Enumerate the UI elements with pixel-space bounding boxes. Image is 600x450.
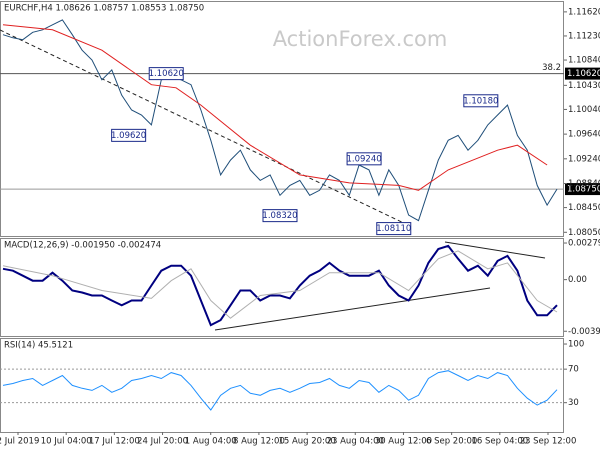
x-tick-label: 8 Aug 12:00 xyxy=(233,437,285,447)
fib-label: 38.2 xyxy=(542,63,561,73)
trend-line xyxy=(0,29,411,227)
annotation-label: 1.09240 xyxy=(347,154,382,164)
rsi-title: RSI(14) 45.5121 xyxy=(4,341,73,351)
x-tick-label: 23 Aug 04:00 xyxy=(327,437,384,447)
y-tick-label: 70 xyxy=(568,365,579,375)
annotation-label: 1.10620 xyxy=(149,69,184,79)
x-tick-label: 2 Jul 2019 xyxy=(0,437,39,447)
y-tick-label: 1.08840 xyxy=(568,179,600,189)
y-tick-label: 30 xyxy=(568,398,579,408)
series-line xyxy=(2,244,558,327)
price-panel xyxy=(0,1,564,237)
rsi-panel xyxy=(0,338,564,433)
y-tick-label: 1.08450 xyxy=(568,203,600,213)
annotation-label: 1.09620 xyxy=(111,131,146,141)
y-tick-label: 0.00 xyxy=(568,275,587,285)
annotation-box xyxy=(376,222,412,236)
macd-trend-line xyxy=(214,287,491,331)
x-tick-label: 15 Aug 20:00 xyxy=(278,437,335,447)
y-tick-label: 1.10840 xyxy=(568,56,600,66)
annotation-label: 1.08110 xyxy=(376,224,411,234)
y-tick-label: 0.002793 xyxy=(568,239,600,249)
y-tick-label: 1.11620 xyxy=(568,7,600,17)
watermark: ActionForex.com xyxy=(273,27,448,51)
macd-trend-line xyxy=(444,241,546,259)
y-tick-label: 1.09640 xyxy=(568,130,600,140)
level-label-box xyxy=(565,183,600,196)
y-tick-label: 1.11230 xyxy=(568,31,600,41)
annotation-label: 1.08320 xyxy=(262,211,297,221)
macd-panel xyxy=(0,238,564,337)
series-line xyxy=(2,24,548,191)
series-line xyxy=(2,370,558,411)
annotation-box xyxy=(463,94,499,108)
x-tick-label: 1 Aug 04:00 xyxy=(185,437,237,447)
x-tick-label: 30 Aug 12:00 xyxy=(375,437,432,447)
chart-title: EURCHF,H4 1.08626 1.08757 1.08553 1.0875… xyxy=(4,4,204,14)
annotation-box xyxy=(148,67,184,81)
macd-title: MACD(12,26,9) -0.001950 -0.002474 xyxy=(4,241,161,251)
series-line xyxy=(2,250,558,319)
x-tick-label: 10 Jul 04:00 xyxy=(41,437,92,447)
y-tick-label: 100 xyxy=(568,340,584,350)
y-tick-label: 1.10040 xyxy=(568,105,600,115)
x-tick-label: 23 Sep 12:00 xyxy=(520,437,577,447)
y-tick-label: 1.10430 xyxy=(568,81,600,91)
x-tick-label: 17 Jul 12:00 xyxy=(89,437,140,447)
y-tick-label: -0.003938 xyxy=(568,327,600,337)
y-tick-label: 1.09240 xyxy=(568,154,600,164)
annotation-box xyxy=(346,152,382,166)
level-label: 1.10620 xyxy=(567,69,600,79)
annotation-box xyxy=(111,128,147,142)
x-tick-label: 16 Sep 04:00 xyxy=(471,437,528,447)
level-label: 1.08750 xyxy=(567,185,600,195)
series-line xyxy=(2,19,558,222)
annotation-label: 1.10180 xyxy=(463,96,498,106)
y-tick-label: 1.08050 xyxy=(568,228,600,238)
x-tick-label: 6 Sep 20:00 xyxy=(426,437,477,447)
x-tick-label: 24 Jul 20:00 xyxy=(137,437,188,447)
level-label-box xyxy=(565,67,600,80)
annotation-box xyxy=(262,209,298,223)
